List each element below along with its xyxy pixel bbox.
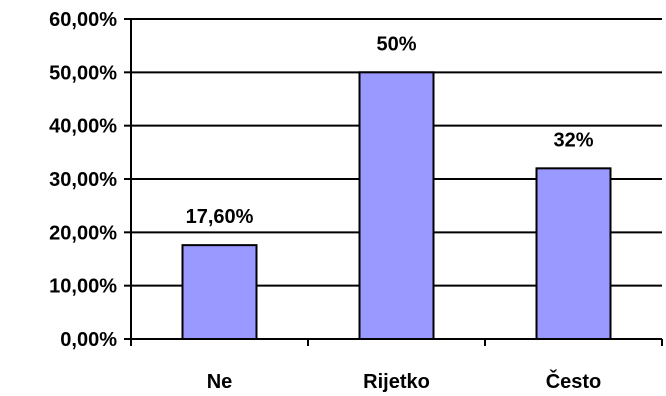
- y-tick-label: 20,00%: [49, 222, 117, 244]
- y-axis-tick-labels: 0,00% 10,00% 20,00% 30,00% 40,00% 50,00% 60,00…: [49, 9, 117, 351]
- x-category-label: Rijetko: [363, 371, 430, 393]
- y-tick-label: 50,00%: [49, 62, 117, 84]
- y-tick-label: 60,00%: [49, 9, 117, 31]
- bar-2: [535, 167, 612, 340]
- data-labels: 17,60% 50% 32%: [186, 33, 594, 228]
- bar-data-label: 32%: [553, 129, 593, 151]
- bar-1: [358, 71, 435, 340]
- x-category-label: Često: [546, 369, 602, 393]
- x-axis-category-labels: Ne Rijetko Često: [207, 369, 602, 393]
- x-category-label: Ne: [207, 371, 233, 393]
- bar-0: [181, 244, 258, 340]
- y-tick-label: 10,00%: [49, 276, 117, 298]
- bar-data-label: 50%: [376, 33, 416, 55]
- y-tick-label: 40,00%: [49, 116, 117, 138]
- bars: [181, 71, 612, 340]
- y-tick-label: 30,00%: [49, 169, 117, 191]
- bar-data-label: 17,60%: [186, 206, 254, 228]
- y-tick-label: 0,00%: [60, 329, 117, 351]
